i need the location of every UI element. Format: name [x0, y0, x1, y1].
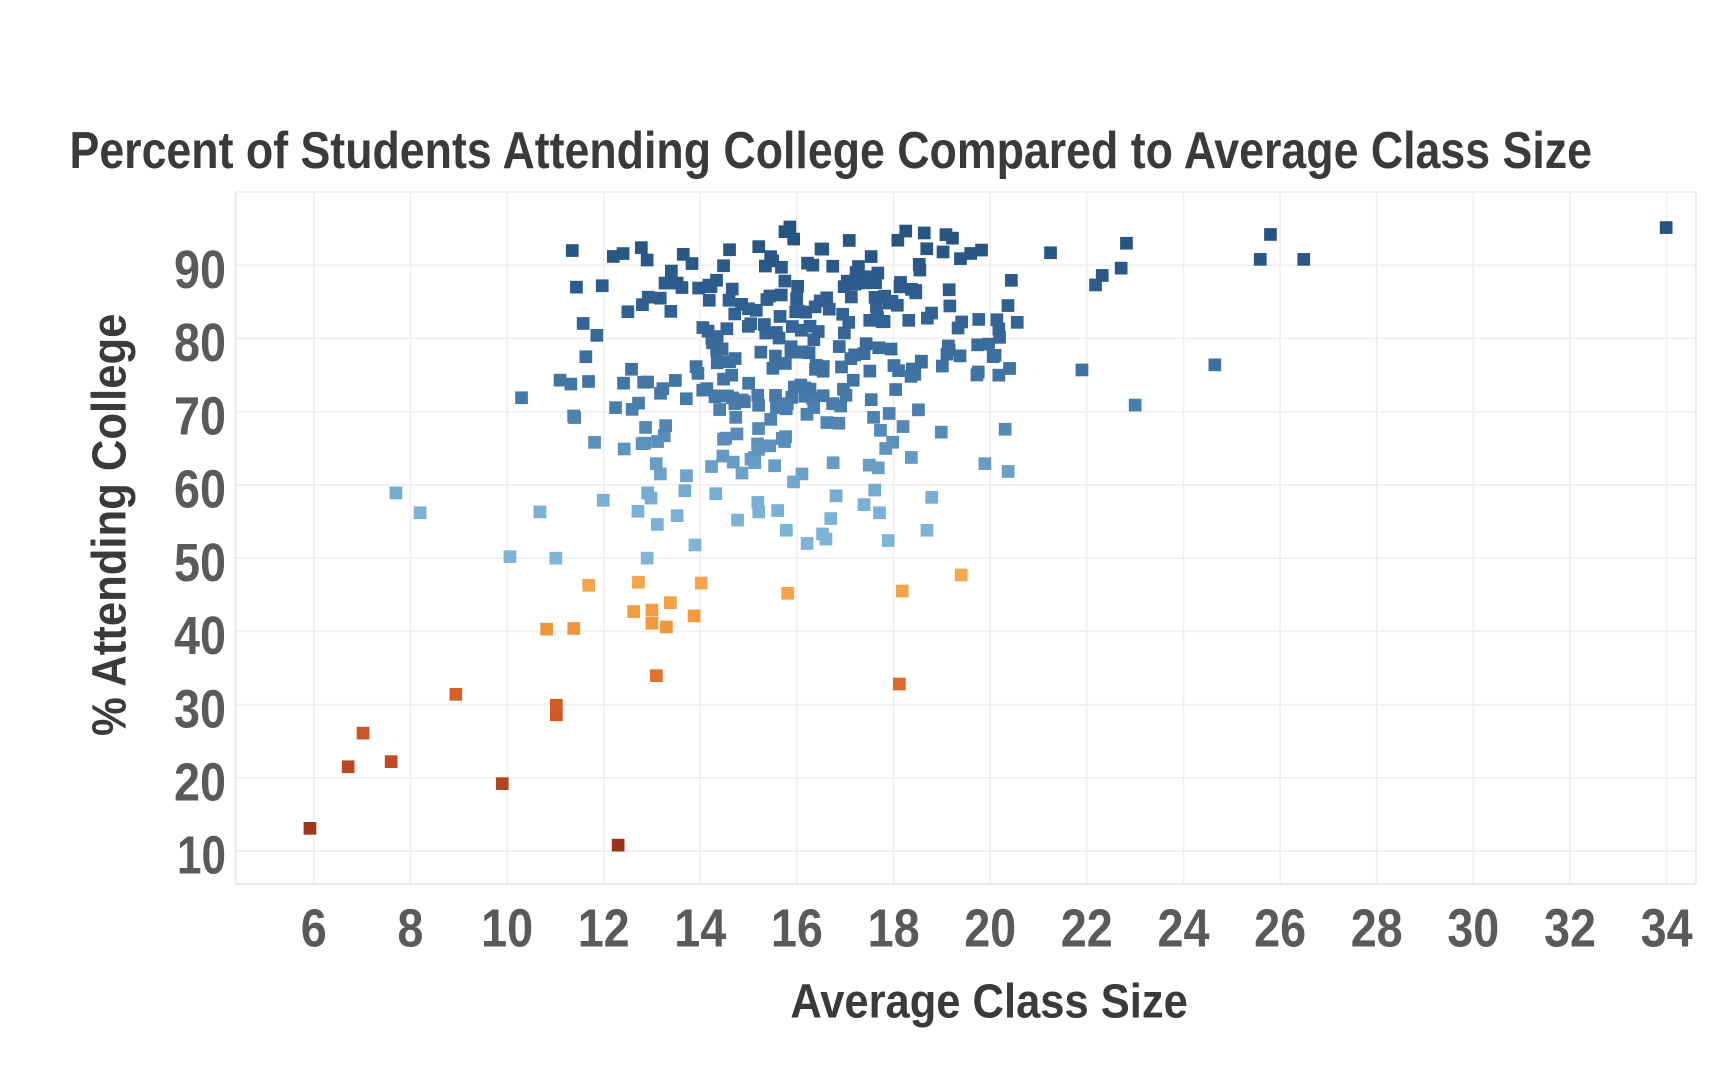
svg-text:22: 22 — [1061, 898, 1113, 958]
svg-text:6: 6 — [301, 898, 327, 958]
svg-text:Percent of Students Attending: Percent of Students Attending College Co… — [70, 121, 1593, 179]
svg-text:16: 16 — [771, 898, 823, 958]
svg-text:32: 32 — [1544, 898, 1596, 958]
svg-text:50: 50 — [174, 533, 226, 593]
svg-text:40: 40 — [174, 606, 226, 666]
svg-text:60: 60 — [174, 460, 226, 520]
svg-text:14: 14 — [674, 898, 726, 958]
svg-text:80: 80 — [174, 313, 226, 373]
svg-text:28: 28 — [1351, 898, 1403, 958]
svg-text:30: 30 — [174, 679, 226, 739]
svg-text:70: 70 — [174, 386, 226, 446]
svg-text:20: 20 — [174, 753, 226, 813]
svg-text:30: 30 — [1447, 898, 1499, 958]
svg-text:24: 24 — [1158, 898, 1210, 958]
svg-text:12: 12 — [578, 898, 630, 958]
svg-text:90: 90 — [174, 240, 226, 300]
svg-text:% Attending College: % Attending College — [82, 314, 136, 736]
svg-text:10: 10 — [481, 898, 533, 958]
svg-text:26: 26 — [1254, 898, 1306, 958]
svg-text:20: 20 — [964, 898, 1016, 958]
svg-text:18: 18 — [868, 898, 920, 958]
svg-text:34: 34 — [1641, 898, 1693, 958]
svg-text:Average Class Size: Average Class Size — [790, 974, 1187, 1028]
svg-text:8: 8 — [397, 898, 423, 958]
svg-text:10: 10 — [177, 826, 226, 886]
